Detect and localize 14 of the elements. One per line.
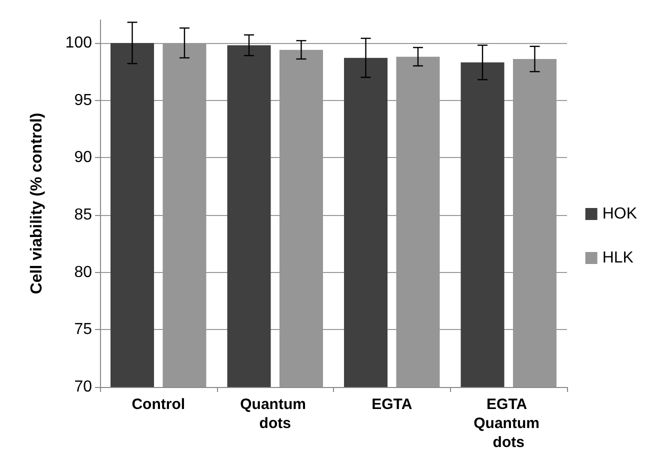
y-axis-title: Cell viability (% control) [28,112,46,294]
y-tick-label: 95 [74,92,92,109]
x-tick-label: EGTA Quantum dots [474,396,544,451]
x-tick-label: EGTA [372,396,412,413]
legend-label: HLK [602,250,634,266]
x-tick-label: Quantum dots [240,396,310,432]
y-tick-label: 70 [74,378,92,396]
y-tick-label: 90 [74,149,92,166]
y-tick-label: 85 [74,206,92,224]
y-tick-label: 80 [74,264,92,281]
y-tick-label: 75 [74,321,92,338]
x-tick-label: Control [132,396,186,413]
y-tick-label: 100 [65,34,92,52]
legend-label: HOK [602,206,638,222]
